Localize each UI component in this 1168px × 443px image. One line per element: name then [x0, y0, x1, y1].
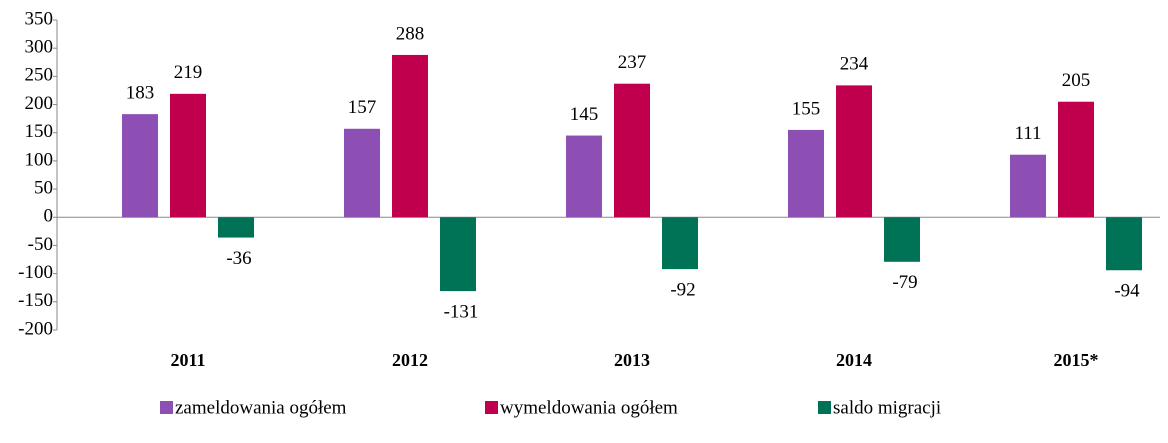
data-label: 219 — [174, 62, 203, 83]
y-tick-label: 0 — [44, 206, 54, 227]
x-tick-label: 2013 — [614, 350, 650, 370]
legend-label: zameldowania ogółem — [175, 397, 347, 418]
bar — [440, 217, 476, 292]
bar — [614, 83, 650, 218]
data-label: 145 — [570, 104, 599, 125]
bar — [170, 93, 206, 218]
data-label: 237 — [618, 52, 647, 73]
data-label: 288 — [396, 23, 425, 44]
legend-label: saldo migracji — [833, 397, 941, 418]
data-label: -131 — [444, 301, 479, 322]
y-tick-label: 350 — [25, 8, 54, 29]
y-tick-label: 300 — [25, 37, 54, 58]
y-tick-label: 50 — [34, 177, 53, 198]
x-tick-label: 2011 — [170, 350, 205, 370]
y-tick-label: -200 — [18, 318, 53, 339]
y-tick-label: 150 — [25, 121, 54, 142]
data-label: 111 — [1014, 123, 1041, 144]
y-tick-label: 250 — [25, 65, 54, 86]
bar — [1058, 101, 1094, 218]
y-tick-label: -150 — [18, 290, 53, 311]
data-label: 234 — [840, 54, 869, 75]
legend-label: wymeldowania ogółem — [500, 397, 678, 418]
data-label: 155 — [792, 98, 821, 119]
data-label: 183 — [126, 82, 155, 103]
bar — [566, 135, 602, 218]
bar — [122, 114, 158, 218]
y-tick-label: 100 — [25, 149, 54, 170]
bar — [836, 85, 872, 218]
legend-swatch — [818, 401, 831, 414]
bar — [662, 217, 698, 270]
x-tick-label: 2015* — [1054, 350, 1099, 370]
x-tick-label: 2012 — [392, 350, 428, 370]
y-tick-label: 200 — [25, 93, 54, 114]
bar — [218, 217, 254, 238]
y-tick-label: -50 — [28, 234, 53, 255]
data-label: 157 — [348, 97, 377, 118]
bar — [392, 54, 428, 218]
legend-swatch — [485, 401, 498, 414]
bar — [788, 129, 824, 218]
legend-swatch — [160, 401, 173, 414]
bar — [1010, 154, 1046, 218]
bar — [344, 128, 380, 218]
x-tick-label: 2014 — [836, 350, 872, 370]
data-label: -92 — [670, 279, 695, 300]
data-label: -36 — [226, 248, 251, 269]
y-tick-label: -100 — [18, 262, 53, 283]
bar — [1106, 217, 1142, 271]
data-label: 205 — [1062, 70, 1091, 91]
data-label: -79 — [892, 272, 917, 293]
bar — [884, 217, 920, 262]
data-label: -94 — [1114, 281, 1140, 302]
